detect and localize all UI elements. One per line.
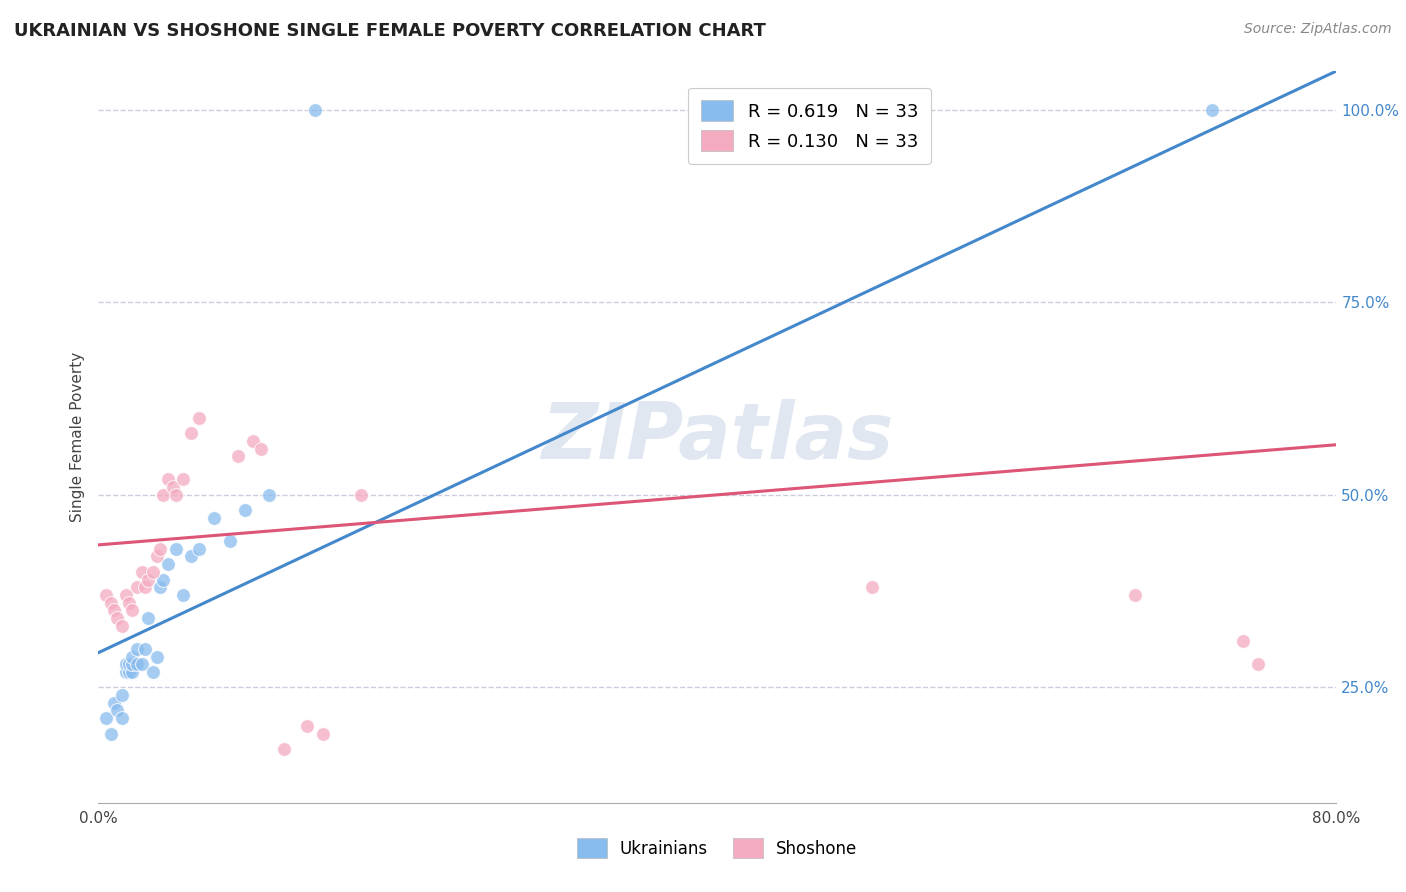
Point: [273, 742, 295, 756]
Point: [134, 641, 156, 656]
Point: [121, 603, 143, 617]
Text: UKRAINIAN VS SHOSHONE SINGLE FEMALE POVERTY CORRELATION CHART: UKRAINIAN VS SHOSHONE SINGLE FEMALE POVE…: [14, 22, 766, 40]
Point: [157, 472, 180, 486]
Point: [219, 534, 242, 549]
Point: [121, 665, 143, 679]
Point: [121, 657, 143, 672]
Point: [152, 488, 174, 502]
Point: [1232, 634, 1254, 648]
Point: [157, 557, 180, 571]
Point: [115, 665, 138, 679]
Text: Source: ZipAtlas.com: Source: ZipAtlas.com: [1244, 22, 1392, 37]
Point: [146, 549, 169, 564]
Point: [127, 580, 149, 594]
Point: [146, 649, 169, 664]
Point: [233, 503, 257, 517]
Point: [204, 511, 226, 525]
Point: [118, 665, 141, 679]
Legend: Ukrainians, Shoshone: Ukrainians, Shoshone: [567, 829, 868, 868]
Point: [312, 726, 335, 740]
Point: [100, 726, 122, 740]
Point: [134, 580, 156, 594]
Point: [103, 696, 125, 710]
Point: [250, 442, 273, 456]
Point: [121, 649, 143, 664]
Point: [115, 657, 138, 672]
Point: [188, 410, 211, 425]
Point: [226, 450, 249, 464]
Point: [96, 588, 118, 602]
Text: ZIPatlas: ZIPatlas: [541, 399, 893, 475]
Point: [141, 565, 165, 579]
Point: [860, 580, 883, 594]
Point: [131, 565, 153, 579]
Point: [1201, 103, 1223, 117]
Point: [111, 711, 132, 725]
Point: [96, 711, 118, 725]
Point: [105, 611, 128, 625]
Point: [136, 611, 159, 625]
Point: [172, 588, 194, 602]
Point: [165, 541, 187, 556]
Point: [103, 603, 125, 617]
Point: [304, 103, 326, 117]
Point: [350, 488, 373, 502]
Point: [152, 573, 174, 587]
Point: [242, 434, 264, 448]
Point: [172, 472, 194, 486]
Point: [111, 688, 132, 702]
Point: [297, 719, 319, 733]
Point: [141, 665, 165, 679]
Point: [105, 703, 128, 717]
Point: [115, 588, 138, 602]
Point: [1123, 588, 1146, 602]
Point: [149, 541, 172, 556]
Point: [131, 657, 153, 672]
Point: [162, 480, 184, 494]
Point: [188, 541, 211, 556]
Point: [118, 596, 141, 610]
Point: [180, 426, 202, 441]
Y-axis label: Single Female Poverty: Single Female Poverty: [69, 352, 84, 522]
Point: [149, 580, 172, 594]
Point: [111, 618, 132, 632]
Point: [100, 596, 122, 610]
Point: [165, 488, 187, 502]
Point: [136, 573, 159, 587]
Point: [1247, 657, 1270, 672]
Point: [127, 657, 149, 672]
Point: [118, 657, 141, 672]
Point: [127, 641, 149, 656]
Point: [257, 488, 280, 502]
Point: [180, 549, 202, 564]
